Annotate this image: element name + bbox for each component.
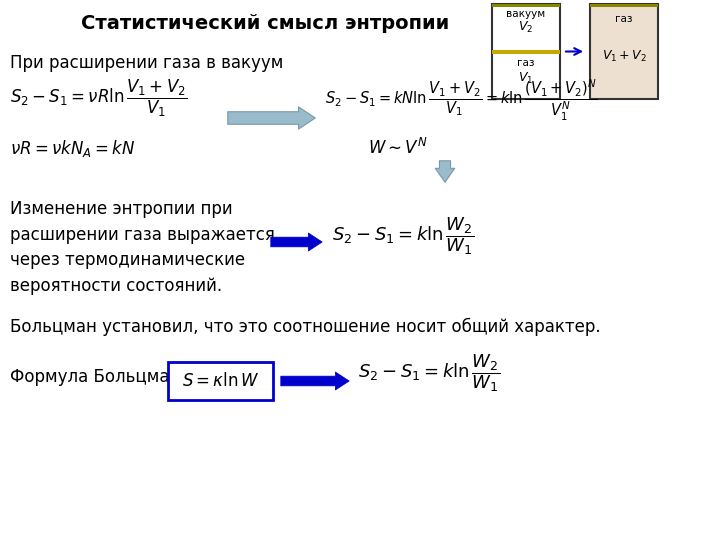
Text: газ: газ bbox=[517, 58, 535, 68]
Bar bbox=[493, 5, 559, 50]
Text: вакуум: вакуум bbox=[506, 9, 546, 19]
Text: $S_2 - S_1 = \nu R\ln\dfrac{V_1 + V_2}{V_1}$: $S_2 - S_1 = \nu R\ln\dfrac{V_1 + V_2}{V… bbox=[10, 78, 187, 119]
Text: газ: газ bbox=[616, 14, 633, 24]
FancyArrowPatch shape bbox=[281, 372, 349, 390]
Bar bbox=[492, 50, 560, 55]
Text: $\nu R = \nu k N_A = kN$: $\nu R = \nu k N_A = kN$ bbox=[10, 138, 135, 159]
Bar bbox=[492, 4, 560, 7]
FancyArrowPatch shape bbox=[228, 107, 315, 129]
Bar bbox=[590, 4, 658, 7]
Bar bbox=[590, 4, 658, 99]
Text: $S_2 - S_1 = kN\ln\dfrac{V_1 + V_2}{V_1} = k\ln\dfrac{(V_1 + V_2)^N}{V_1^N}$: $S_2 - S_1 = kN\ln\dfrac{V_1 + V_2}{V_1}… bbox=[325, 78, 598, 124]
Text: Изменение энтропии при
расширении газа выражается
через термодинамические
вероят: Изменение энтропии при расширении газа в… bbox=[10, 200, 275, 295]
FancyArrowPatch shape bbox=[271, 233, 323, 251]
Text: $V_1+V_2$: $V_1+V_2$ bbox=[601, 49, 647, 64]
Text: Формула Больцмана: Формула Больцмана bbox=[10, 368, 191, 386]
Text: При расширении газа в вакуум: При расширении газа в вакуум bbox=[10, 54, 284, 72]
Text: $V_1$: $V_1$ bbox=[518, 71, 534, 86]
Text: $W \sim V^N$: $W \sim V^N$ bbox=[368, 138, 428, 158]
Bar bbox=[493, 53, 559, 98]
Text: $V_2$: $V_2$ bbox=[518, 20, 534, 35]
Text: Статистический смысл энтропии: Статистический смысл энтропии bbox=[81, 14, 449, 33]
FancyArrowPatch shape bbox=[436, 161, 455, 182]
Text: $S_2 - S_1 = k\ln\dfrac{W_2}{W_1}$: $S_2 - S_1 = k\ln\dfrac{W_2}{W_1}$ bbox=[332, 215, 474, 256]
Bar bbox=[168, 362, 273, 400]
Text: $S_2 - S_1 = k\ln\dfrac{W_2}{W_1}$: $S_2 - S_1 = k\ln\dfrac{W_2}{W_1}$ bbox=[358, 352, 500, 394]
Text: $S = \kappa\ln W$: $S = \kappa\ln W$ bbox=[181, 372, 259, 390]
Text: Больцман установил, что это соотношение носит общий характер.: Больцман установил, что это соотношение … bbox=[10, 318, 600, 336]
Bar bbox=[492, 4, 560, 99]
